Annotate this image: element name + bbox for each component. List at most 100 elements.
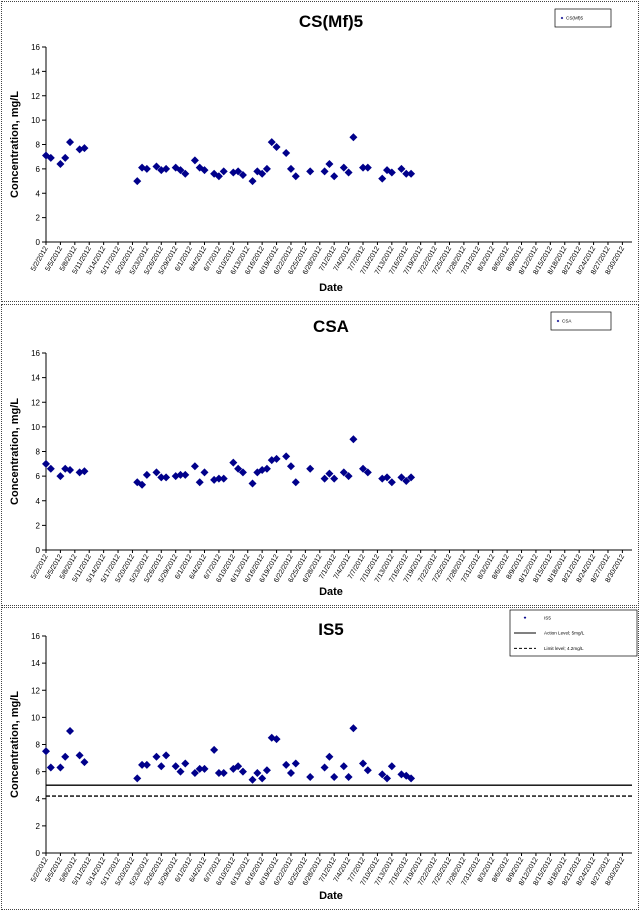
data-point <box>397 473 406 482</box>
legend-marker <box>523 616 527 619</box>
data-point <box>219 167 228 176</box>
data-point <box>46 464 55 473</box>
data-point <box>339 762 348 771</box>
data-point <box>56 472 65 481</box>
y-tick-label: 2 <box>36 214 41 223</box>
chart-panel-csa: CSA 0 2 4 6 8 10 12 14 16 Concentration, mg/L 5/2/2… <box>1 304 639 606</box>
legend-label: Limit level; 4.2mg/L <box>544 646 584 651</box>
y-tick-label: 2 <box>36 822 41 831</box>
y-tick-label: 8 <box>36 141 41 150</box>
data-point <box>200 468 209 477</box>
y-tick-label: 10 <box>31 713 40 722</box>
y-tick-label: 4 <box>36 189 41 198</box>
data-point <box>306 773 315 782</box>
data-point <box>359 464 368 473</box>
data-point <box>291 172 300 181</box>
legend: IS5 Action Level; 5mg/L Limit level; 4.2mg… <box>509 609 638 657</box>
data-point <box>176 767 185 776</box>
data-point <box>320 474 329 483</box>
data-point <box>272 142 281 151</box>
y-tick-label: 8 <box>36 741 41 750</box>
data-point <box>248 479 257 488</box>
data-point <box>286 462 295 471</box>
y-tick-label: 12 <box>31 686 40 695</box>
data-point <box>152 752 161 761</box>
data-point <box>248 177 257 186</box>
data-point <box>219 768 228 777</box>
data-point <box>46 763 55 772</box>
data-point <box>330 172 339 181</box>
data-point <box>248 775 257 784</box>
data-point <box>157 762 166 771</box>
chart-title: CSA <box>313 317 349 336</box>
data-point <box>330 773 339 782</box>
data-point <box>383 774 392 783</box>
data-point <box>344 168 353 177</box>
chart-panel-cs-mf5: CS(Mf)5 0 2 4 6 8 10 12 14 16 Concentration, mg/L 5… <box>1 1 639 302</box>
data-point <box>42 747 50 756</box>
data-point <box>262 164 271 173</box>
data-point <box>267 138 276 147</box>
y-tick-label: 12 <box>31 398 40 407</box>
data-point <box>291 478 300 487</box>
data-point <box>387 478 396 487</box>
data-point <box>258 774 267 783</box>
y-tick-label: 4 <box>36 497 41 506</box>
y-tick-label: 2 <box>36 521 41 530</box>
data-point <box>80 758 89 767</box>
data-point <box>66 138 75 147</box>
y-tick-label: 12 <box>31 92 40 101</box>
y-tick-label: 8 <box>36 448 41 457</box>
data-point <box>181 470 190 479</box>
data-point <box>282 149 291 158</box>
data-point <box>214 474 223 483</box>
legend-label: CSA <box>562 319 572 324</box>
data-point <box>157 473 166 482</box>
data-point <box>162 751 171 760</box>
y-tick-label: 14 <box>31 659 40 668</box>
legend-marker <box>560 16 564 20</box>
data-point <box>363 766 372 775</box>
data-point <box>286 164 295 173</box>
data-point <box>272 735 281 744</box>
data-point <box>378 174 387 183</box>
data-point <box>330 474 339 483</box>
data-point <box>75 751 84 760</box>
data-point <box>407 169 416 178</box>
data-point <box>272 454 281 463</box>
data-point <box>407 774 416 783</box>
legend-label: CS(Mf)5 <box>566 16 584 21</box>
data-point <box>214 768 223 777</box>
data-point <box>397 770 406 779</box>
data-point <box>142 760 151 769</box>
data-point <box>282 452 291 461</box>
x-axis-label: Date <box>319 282 343 294</box>
data-point <box>210 745 219 754</box>
y-tick-label: 10 <box>31 423 40 432</box>
data-point <box>387 762 396 771</box>
data-point <box>262 464 271 473</box>
data-point <box>363 163 372 172</box>
data-point <box>80 144 89 153</box>
chart-title: CS(Mf)5 <box>299 12 363 31</box>
data-point <box>349 435 358 444</box>
legend-label: Action Level; 5mg/L <box>544 631 585 636</box>
y-tick-label: 6 <box>36 472 41 481</box>
data-point <box>80 467 89 476</box>
data-point <box>383 473 392 482</box>
y-tick-label: 0 <box>36 546 41 555</box>
y-tick-label: 4 <box>36 795 41 804</box>
chart-panel-is5: IS5 0 2 4 6 8 10 12 14 16 Concentration, mg/L 5/2/2… <box>1 607 639 910</box>
y-tick-label: 14 <box>31 67 40 76</box>
data-point <box>306 167 315 176</box>
data-series <box>42 133 416 186</box>
legend-marker <box>556 319 560 323</box>
data-point <box>238 170 247 179</box>
data-point <box>195 764 204 773</box>
data-point <box>407 473 416 482</box>
data-series <box>42 724 416 784</box>
y-tick-label: 6 <box>36 165 41 174</box>
data-point <box>344 472 353 481</box>
data-point <box>234 167 243 176</box>
